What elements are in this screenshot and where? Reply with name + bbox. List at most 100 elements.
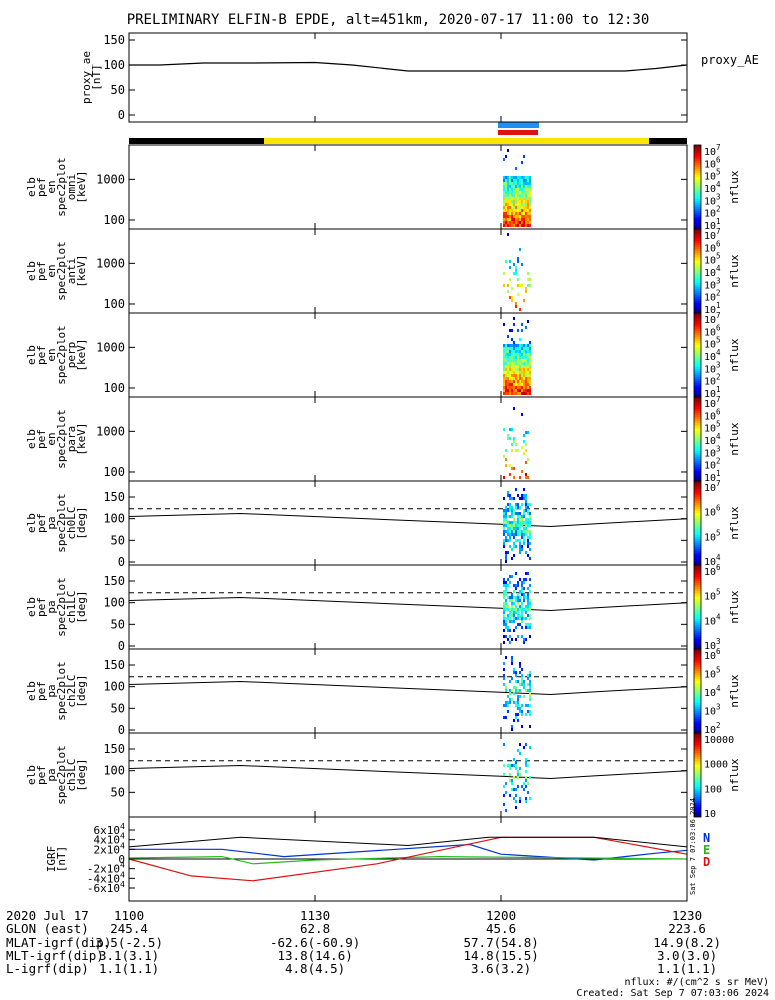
heatmap-cell xyxy=(505,602,507,605)
heatmap-cell xyxy=(507,530,509,533)
heatmap-cell xyxy=(515,596,517,599)
ylabel-line: pa xyxy=(45,516,58,529)
colorbar-cell xyxy=(694,171,701,173)
colorbar-tick-label: 105 xyxy=(704,528,721,543)
heatmap-cell xyxy=(525,524,527,527)
heatmap-cell xyxy=(527,272,529,275)
heatmap-cell xyxy=(523,191,525,194)
heatmap-cell xyxy=(519,380,521,383)
heatmap-cell xyxy=(525,218,527,221)
heatmap-cell xyxy=(515,527,517,530)
heatmap-cell xyxy=(513,608,515,611)
annotation-value: 3.5(-2.5) xyxy=(95,934,163,950)
heatmap-cell xyxy=(505,506,507,509)
heatmap-cell xyxy=(529,209,531,212)
heatmap-cell xyxy=(511,779,513,782)
colorbar-cell xyxy=(694,439,701,441)
heatmap-cell xyxy=(521,344,523,347)
colorbar-cell xyxy=(694,227,701,229)
heatmap-burst xyxy=(503,743,531,812)
heatmap-cell xyxy=(527,212,529,215)
heatmap-cell xyxy=(507,578,509,581)
heatmap-cell xyxy=(509,503,511,506)
heatmap-cell xyxy=(517,524,519,527)
heatmap-cell xyxy=(521,350,523,353)
heatmap-cell xyxy=(523,347,525,350)
heatmap-cell xyxy=(521,713,523,716)
colorbar-cell xyxy=(694,609,701,611)
panels: proxy_ae[nT]150100500proxy_AEelbpefenspe… xyxy=(25,32,759,902)
heatmap-cell xyxy=(505,389,507,392)
colorbar-cell xyxy=(694,509,701,511)
heatmap-cell xyxy=(503,377,505,380)
heatmap-cell xyxy=(521,161,523,164)
ylabel-proxy_ae: proxy_ae[nT] xyxy=(80,51,103,104)
heatmap-cell xyxy=(529,512,531,515)
colorbar-cell xyxy=(694,275,701,277)
heatmap-cell xyxy=(523,197,525,200)
ylabel-line: pef xyxy=(35,429,48,449)
colorbar-cell xyxy=(694,815,701,817)
ylabel-line: pef xyxy=(35,681,48,701)
heatmap-cell xyxy=(509,617,511,620)
heatmap-cell xyxy=(515,764,517,767)
heatmap-cell xyxy=(507,362,509,365)
heatmap-cell xyxy=(521,683,523,686)
heatmap-cell xyxy=(515,689,517,692)
heatmap-cell xyxy=(517,365,519,368)
heatmap-cell xyxy=(523,608,525,611)
heatmap-cell xyxy=(527,350,529,353)
heatmap-cell xyxy=(519,710,521,713)
heatmap-cell xyxy=(505,599,507,602)
colorbar-cell xyxy=(694,791,701,793)
heatmap-cell xyxy=(511,728,513,731)
heatmap-cell xyxy=(511,371,513,374)
colorbar-cell xyxy=(694,323,701,325)
colorbar-cell xyxy=(694,773,701,775)
heatmap-cell xyxy=(503,716,505,719)
heatmap-cell xyxy=(503,620,505,623)
colorbar-cell xyxy=(694,209,701,211)
colorbar-cell xyxy=(694,477,701,479)
heatmap-cell xyxy=(519,707,521,710)
heatmap-cell xyxy=(513,389,515,392)
heatmap-cell xyxy=(503,350,505,353)
ylabel-line: para xyxy=(65,426,78,453)
colorbar-cell xyxy=(694,515,701,517)
heatmap-cell xyxy=(527,191,529,194)
heatmap-cell xyxy=(515,269,517,272)
colorbar-cell xyxy=(694,595,701,597)
heatmap-cell xyxy=(527,377,529,380)
colorbar-cell xyxy=(694,459,701,461)
ytick-label: 0 xyxy=(118,853,125,866)
colorbar-cell xyxy=(694,591,701,593)
heatmap-cell xyxy=(527,689,529,692)
heatmap-cell xyxy=(515,506,517,509)
heatmap-cell xyxy=(509,260,511,263)
heatmap-cell xyxy=(509,194,511,197)
colorbar-cell xyxy=(694,479,701,481)
heatmap-cell xyxy=(503,476,505,479)
loss-cone-line xyxy=(128,680,688,696)
heatmap-cell xyxy=(511,368,513,371)
heatmap-cell xyxy=(513,509,515,512)
heatmap-cell xyxy=(505,392,507,395)
heatmap-cell xyxy=(505,686,507,689)
heatmap-cell xyxy=(507,353,509,356)
heatmap-cell xyxy=(513,218,515,221)
ytick-label: -2x104 xyxy=(87,860,125,876)
heatmap-cell xyxy=(503,524,505,527)
heatmap-cell xyxy=(517,179,519,182)
heatmap-burst xyxy=(503,572,531,644)
heatmap-cell xyxy=(503,677,505,680)
heatmap-cell xyxy=(511,203,513,206)
colorbar-cell xyxy=(694,161,701,163)
colorbar-cell xyxy=(694,385,701,387)
heatmap-cell xyxy=(509,191,511,194)
colorbar-cell xyxy=(694,239,701,241)
colorbar-cell xyxy=(694,291,701,293)
colorbar-cell xyxy=(694,443,701,445)
heatmap-cell xyxy=(529,578,531,581)
colorbar-cell xyxy=(694,259,701,261)
heatmap-cell xyxy=(517,212,519,215)
